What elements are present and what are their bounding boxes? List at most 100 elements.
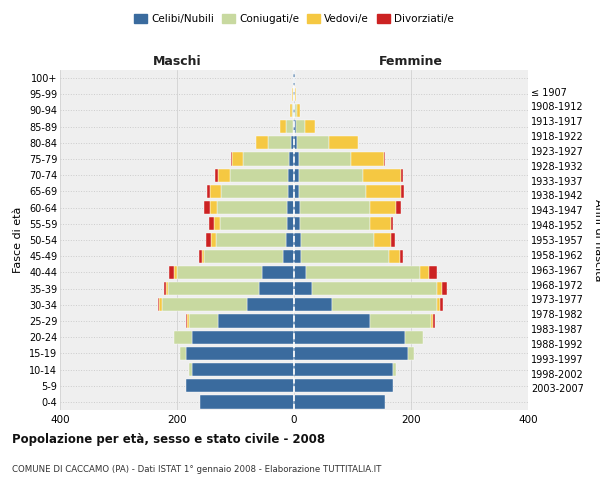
Bar <box>177 266 262 279</box>
Bar <box>294 396 385 408</box>
Bar <box>221 185 288 198</box>
Text: Popolazione per età, sesso e stato civile - 2008: Popolazione per età, sesso e stato civil… <box>12 432 325 446</box>
Bar <box>188 363 191 376</box>
Bar <box>259 282 294 295</box>
Bar <box>400 250 403 263</box>
Bar <box>231 152 232 166</box>
Bar <box>160 298 163 312</box>
Bar <box>291 136 294 149</box>
Bar <box>294 234 301 246</box>
Bar <box>294 201 300 214</box>
Bar <box>208 185 211 198</box>
Bar <box>220 217 287 230</box>
Bar <box>433 314 435 328</box>
Bar <box>295 104 297 117</box>
Bar <box>389 250 400 263</box>
Bar <box>293 120 294 134</box>
Bar <box>204 201 210 214</box>
Bar <box>214 217 220 230</box>
Bar <box>215 234 286 246</box>
Bar <box>437 282 442 295</box>
Bar <box>186 314 187 328</box>
Bar <box>283 250 294 263</box>
Bar <box>332 298 437 312</box>
Bar <box>329 136 358 149</box>
Bar <box>394 363 397 376</box>
Bar <box>401 168 403 182</box>
Bar <box>256 136 268 149</box>
Bar <box>209 217 214 230</box>
Bar <box>437 298 440 312</box>
Bar <box>428 266 437 279</box>
Bar <box>294 282 311 295</box>
Bar <box>294 346 408 360</box>
Bar <box>247 298 294 312</box>
Bar <box>294 152 299 166</box>
Bar <box>163 298 247 312</box>
Bar <box>288 168 294 182</box>
Bar <box>294 250 301 263</box>
Text: COMUNE DI CACCAMO (PA) - Dati ISTAT 1° gennaio 2008 - Elaborazione TUTTITALIA.IT: COMUNE DI CACCAMO (PA) - Dati ISTAT 1° g… <box>12 466 382 474</box>
Bar <box>230 168 288 182</box>
Bar <box>300 217 370 230</box>
Bar <box>287 201 294 214</box>
Bar <box>211 185 221 198</box>
Bar <box>180 346 186 360</box>
Bar <box>294 330 405 344</box>
Bar <box>311 282 437 295</box>
Bar <box>301 250 389 263</box>
Bar <box>164 282 166 295</box>
Bar <box>352 152 383 166</box>
Bar <box>294 266 306 279</box>
Text: Maschi: Maschi <box>152 54 202 68</box>
Bar <box>280 120 286 134</box>
Text: Femmine: Femmine <box>379 54 443 68</box>
Bar <box>299 185 366 198</box>
Bar <box>199 250 202 263</box>
Bar <box>206 234 211 246</box>
Bar <box>297 104 300 117</box>
Bar <box>186 379 294 392</box>
Bar <box>294 168 299 182</box>
Bar <box>292 104 293 117</box>
Bar <box>374 234 391 246</box>
Bar <box>288 185 294 198</box>
Bar <box>186 346 294 360</box>
Bar <box>294 104 295 117</box>
Bar <box>299 152 352 166</box>
Legend: Celibi/Nubili, Coniugati/e, Vedovi/e, Divorziati/e: Celibi/Nubili, Coniugati/e, Vedovi/e, Di… <box>130 10 458 29</box>
Bar <box>297 136 329 149</box>
Bar <box>408 346 414 360</box>
Bar <box>440 298 443 312</box>
Bar <box>383 152 385 166</box>
Bar <box>294 363 394 376</box>
Bar <box>217 201 287 214</box>
Bar <box>405 330 422 344</box>
Bar <box>366 185 401 198</box>
Bar <box>299 168 363 182</box>
Bar <box>300 201 370 214</box>
Bar <box>290 104 292 117</box>
Bar <box>391 234 395 246</box>
Bar <box>370 314 431 328</box>
Bar <box>401 185 404 198</box>
Bar <box>211 234 215 246</box>
Bar <box>215 168 218 182</box>
Bar <box>287 217 294 230</box>
Bar <box>397 201 401 214</box>
Bar <box>205 250 283 263</box>
Bar <box>268 136 291 149</box>
Bar <box>286 234 294 246</box>
Bar <box>294 217 300 230</box>
Bar <box>218 314 294 328</box>
Bar <box>174 266 177 279</box>
Bar <box>306 266 420 279</box>
Bar <box>210 201 217 214</box>
Bar <box>442 282 446 295</box>
Bar <box>296 120 305 134</box>
Bar <box>286 120 293 134</box>
Bar <box>174 330 191 344</box>
Bar <box>191 363 294 376</box>
Bar <box>301 234 374 246</box>
Bar <box>363 168 401 182</box>
